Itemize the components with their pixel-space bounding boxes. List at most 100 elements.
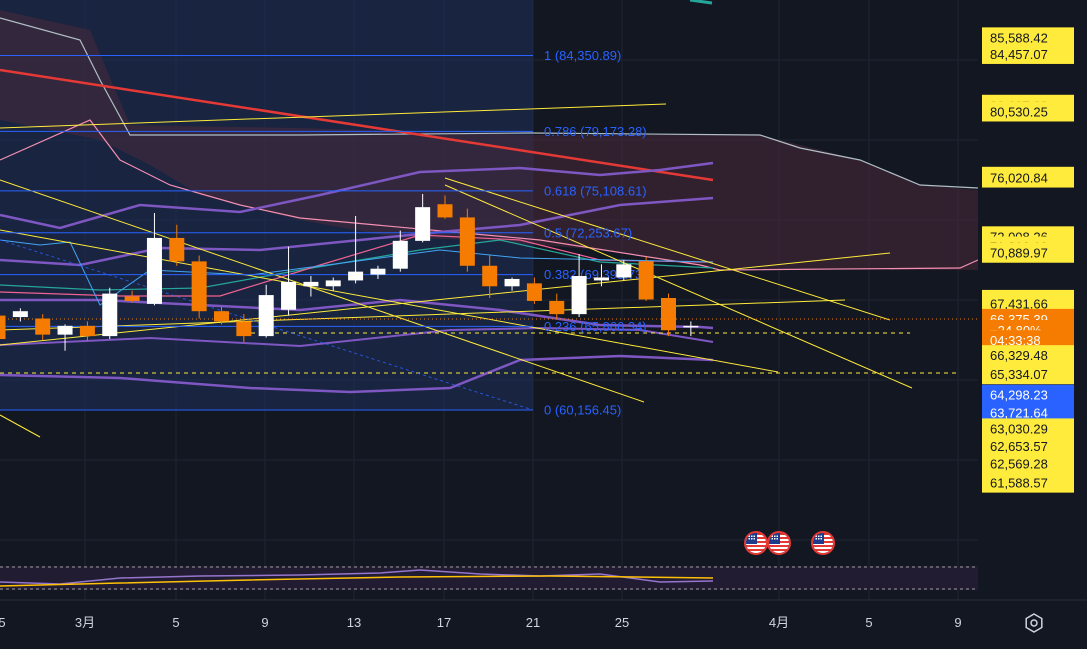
candle[interactable] [482, 255, 498, 299]
time-axis[interactable]: 5 3月 5 9 13 17 21 25 4月 5 9 [0, 615, 962, 630]
candle[interactable] [258, 284, 274, 338]
svg-text:67,431.66: 67,431.66 [990, 296, 1048, 311]
time-axis-label: 5 [172, 615, 179, 630]
candle[interactable] [638, 256, 654, 301]
svg-text:76,020.84: 76,020.84 [990, 171, 1048, 186]
candle[interactable] [236, 314, 252, 342]
green-arrow-top [689, 0, 713, 5]
fib-level-label: 0.786 (79,173.28) [544, 124, 647, 139]
cloud-edge-upper [0, 17, 979, 189]
candle[interactable] [415, 193, 431, 243]
time-axis-label: 4月 [769, 615, 789, 630]
fib-level-label: 0.5 (72,253.67) [544, 225, 632, 240]
candle[interactable] [661, 293, 676, 337]
price-axis-label: 65,334.07 [982, 364, 1074, 385]
candle[interactable] [616, 259, 632, 281]
price-axis-label: 63,030.29 [982, 418, 1074, 439]
time-axis-label: 17 [437, 615, 451, 630]
candle[interactable] [325, 277, 341, 291]
price-axis-label: 62,653.57 [982, 435, 1074, 456]
candle[interactable] [683, 321, 699, 337]
fib-level-label: 1 (84,350.89) [544, 48, 621, 63]
trendlines [0, 103, 913, 438]
candle[interactable] [12, 308, 28, 322]
svg-text:84,457.07: 84,457.07 [990, 47, 1048, 62]
candle[interactable] [169, 224, 185, 266]
candle[interactable] [459, 208, 475, 272]
time-axis-label: 13 [347, 615, 361, 630]
candle[interactable] [526, 277, 542, 304]
candle[interactable] [191, 255, 207, 319]
ichimoku-cloud [0, 10, 978, 270]
svg-text:63,030.29: 63,030.29 [990, 421, 1048, 436]
svg-text:85,588.42: 85,588.42 [990, 30, 1048, 45]
svg-text:80,530.25: 80,530.25 [990, 104, 1048, 119]
price-axis-label: 63,721.64 [982, 402, 1074, 423]
candle[interactable] [146, 213, 162, 306]
ema-green-line [0, 239, 714, 291]
time-axis-label: 3月 [75, 615, 95, 630]
price-axis-label: 61,588.57 [982, 472, 1074, 493]
candle[interactable] [303, 276, 319, 297]
candle[interactable] [549, 293, 565, 319]
price-axis-label: 85,588.42 [982, 27, 1074, 48]
us-flag-event-icon[interactable] [744, 531, 768, 555]
time-axis-label: 9 [954, 615, 961, 630]
oscillator-pane [0, 566, 978, 590]
candle[interactable] [79, 321, 95, 341]
fib-levels: 1 (84,350.89) 0.786 (79,173.28) 0.618 (75,… [0, 48, 647, 418]
price-axis-label: 84,457.07 [982, 43, 1074, 64]
time-axis-label: 25 [615, 615, 629, 630]
fib-level-label: 0.618 (75,108.61) [544, 183, 647, 198]
svg-text:61,588.57: 61,588.57 [990, 476, 1048, 491]
price-axis-label: 70,889.97 [982, 242, 1074, 263]
price-axis-label: 67,431.66 [982, 293, 1074, 314]
oscillator-line [0, 569, 714, 585]
us-flag-event-icon[interactable] [767, 531, 791, 555]
svg-text:04:33:38: 04:33:38 [990, 333, 1041, 348]
price-axis[interactable]: 85,588.4284,457.0780,987.2880,552.1980,5… [982, 27, 1074, 493]
chart-settings-icon[interactable] [1021, 610, 1047, 636]
candle[interactable] [35, 314, 51, 341]
svg-text:66,329.48: 66,329.48 [990, 348, 1048, 363]
candles [0, 193, 699, 351]
candle[interactable] [348, 215, 364, 284]
oscillator-signal [0, 575, 714, 587]
time-axis-label: 21 [526, 615, 540, 630]
time-axis-label: 5 [0, 615, 6, 630]
candle[interactable] [124, 290, 140, 303]
svg-text:64,298.23: 64,298.23 [990, 388, 1048, 403]
candle[interactable] [593, 264, 609, 287]
cloud-edge-lower [0, 119, 979, 271]
bollinger-lower [0, 354, 714, 394]
svg-text:70,889.97: 70,889.97 [990, 246, 1048, 261]
fib-level-label: 0 (60,156.45) [544, 403, 621, 418]
bollinger-lower-2 [0, 326, 714, 348]
price-axis-label: 66,329.48 [982, 345, 1074, 366]
time-axis-label: 9 [261, 615, 268, 630]
svg-text:65,334.07: 65,334.07 [990, 367, 1048, 382]
svg-text:63,721.64: 63,721.64 [990, 405, 1048, 420]
candle[interactable] [504, 277, 520, 291]
candle[interactable] [0, 310, 6, 341]
bollinger-upper [0, 161, 714, 230]
price-axis-label: 80,530.25 [982, 101, 1074, 122]
us-flag-event-icon[interactable] [811, 531, 835, 555]
candle[interactable] [281, 246, 297, 316]
svg-text:62,653.57: 62,653.57 [990, 439, 1048, 454]
candle[interactable] [370, 265, 386, 279]
candle[interactable] [57, 324, 73, 351]
candle[interactable] [392, 230, 408, 272]
fib-level-label: 0.236 (65,866.34) [544, 319, 647, 334]
candle[interactable] [437, 195, 453, 219]
bollinger-mid [0, 196, 714, 267]
candle[interactable] [214, 306, 229, 325]
price-axis-label: 64,298.23 [982, 384, 1074, 405]
svg-text:62,569.28: 62,569.28 [990, 457, 1048, 472]
candle[interactable] [102, 287, 118, 340]
ma-red-line [0, 68, 714, 182]
candle[interactable] [571, 254, 587, 318]
time-axis-label: 5 [865, 615, 872, 630]
price-axis-label: 76,020.84 [982, 167, 1074, 188]
